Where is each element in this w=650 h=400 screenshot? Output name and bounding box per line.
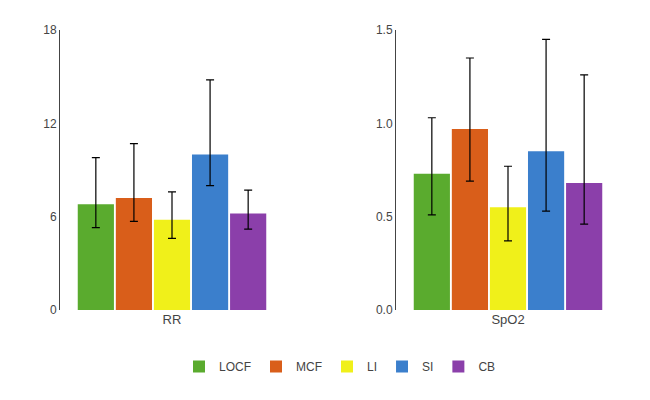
svg-text:SI: SI — [422, 360, 433, 374]
svg-text:SpO2: SpO2 — [491, 312, 524, 327]
svg-text:1.5: 1.5 — [376, 23, 393, 37]
svg-text:RR: RR — [163, 312, 182, 327]
svg-text:0.0: 0.0 — [376, 303, 393, 317]
svg-text:12: 12 — [43, 117, 57, 131]
svg-text:0: 0 — [50, 303, 57, 317]
svg-text:0.5: 0.5 — [376, 210, 393, 224]
svg-text:1.0: 1.0 — [376, 117, 393, 131]
svg-text:LI: LI — [367, 360, 377, 374]
svg-text:18: 18 — [43, 23, 57, 37]
svg-text:6: 6 — [50, 210, 57, 224]
svg-text:CB: CB — [478, 360, 495, 374]
svg-text:MCF: MCF — [296, 360, 322, 374]
svg-text:LOCF: LOCF — [219, 360, 251, 374]
